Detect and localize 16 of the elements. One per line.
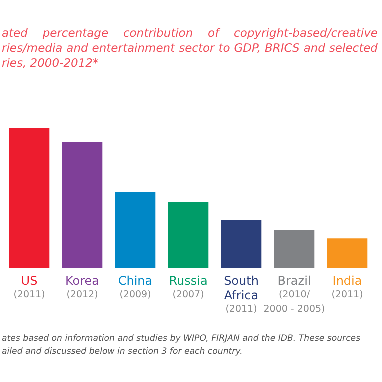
bar bbox=[62, 142, 103, 268]
x-tick-label: US (2011) bbox=[14, 274, 46, 301]
x-tick-label: Brazil (2010/ 2000 - 2005) bbox=[264, 274, 326, 316]
x-tick-label: Russia (2007) bbox=[169, 274, 208, 301]
bar bbox=[168, 202, 209, 268]
x-tick-label: India (2011) bbox=[332, 274, 364, 301]
x-tick-label: China (2009) bbox=[118, 274, 153, 301]
bar bbox=[327, 238, 368, 268]
text: ates based on information and studies by WIPO, FIRJAN and the IDB. These sources ailed and discussed below in section 3 for each country. bbox=[2, 333, 362, 359]
bar bbox=[274, 230, 315, 268]
bar bbox=[9, 128, 50, 268]
x-tick-label: Korea (2012) bbox=[65, 274, 100, 301]
x-tick-label: South Africa (2011) bbox=[224, 274, 259, 316]
bar bbox=[221, 220, 262, 268]
bar bbox=[115, 192, 156, 268]
chart-title: ated percentage contribution of copyright-based/creative ries/media and entertainment sector to GDP, BRICS and selected ries, 2000-2012* bbox=[2, 26, 378, 71]
